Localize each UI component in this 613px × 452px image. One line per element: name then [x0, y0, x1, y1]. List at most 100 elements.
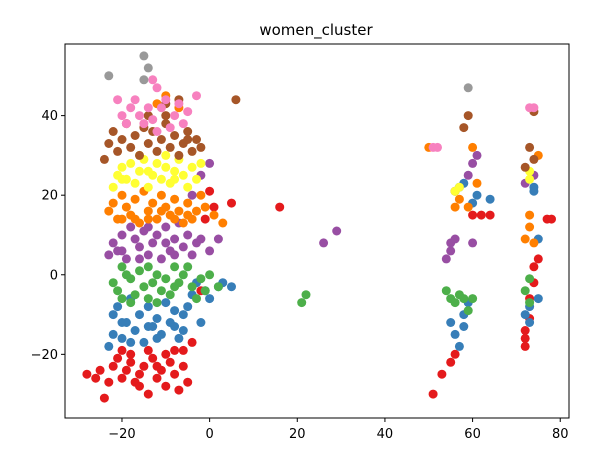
- data-point: [143, 139, 153, 148]
- data-point: [170, 194, 180, 204]
- data-point: [227, 198, 236, 208]
- data-point: [472, 178, 482, 188]
- data-point: [117, 190, 127, 200]
- data-point: [143, 345, 153, 355]
- data-point: [520, 234, 530, 244]
- data-point: [135, 381, 144, 391]
- data-point: [126, 222, 136, 232]
- data-point: [99, 154, 109, 164]
- data-point: [520, 162, 530, 172]
- data-point: [459, 322, 469, 331]
- data-point: [143, 262, 153, 272]
- data-point: [183, 127, 193, 136]
- data-point: [117, 174, 127, 184]
- data-point: [148, 238, 158, 248]
- data-point: [156, 174, 166, 184]
- data-point: [82, 369, 92, 379]
- data-point: [161, 162, 171, 172]
- data-point: [108, 329, 118, 339]
- data-point: [108, 361, 118, 371]
- data-point: [117, 162, 127, 172]
- data-point: [459, 294, 469, 304]
- data-point: [450, 234, 460, 244]
- data-point: [108, 278, 118, 288]
- y-axis: −20 0 20 40: [31, 109, 65, 363]
- data-point: [301, 290, 311, 300]
- data-point: [121, 254, 131, 264]
- data-point: [170, 345, 180, 355]
- data-point: [152, 158, 162, 168]
- data-point: [117, 318, 127, 327]
- data-point: [192, 91, 201, 101]
- x-tick-label: 60: [464, 427, 481, 442]
- data-point: [200, 202, 210, 212]
- data-point: [178, 119, 188, 129]
- data-point: [135, 166, 144, 176]
- data-point: [183, 198, 193, 208]
- data-point: [529, 262, 539, 272]
- data-point: [525, 210, 535, 220]
- data-point: [525, 274, 535, 284]
- data-point: [187, 162, 197, 172]
- data-point: [161, 238, 171, 248]
- y-tick-label: 0: [50, 268, 58, 283]
- data-point: [152, 270, 162, 280]
- data-point: [205, 186, 215, 196]
- data-point: [104, 377, 114, 387]
- data-point: [152, 214, 162, 224]
- data-point: [178, 326, 188, 335]
- data-point: [135, 242, 144, 252]
- x-tick-label: 20: [289, 427, 306, 442]
- data-point: [428, 389, 438, 399]
- data-point: [170, 111, 180, 121]
- chart-title: women_cluster: [259, 21, 373, 40]
- data-point: [165, 290, 175, 300]
- data-point: [117, 214, 127, 224]
- data-point: [139, 337, 149, 347]
- data-point: [126, 103, 136, 113]
- data-point: [205, 158, 215, 168]
- data-point: [161, 349, 171, 359]
- data-point: [135, 254, 144, 264]
- data-point: [525, 174, 535, 184]
- data-point: [170, 174, 180, 184]
- data-point: [178, 270, 188, 280]
- data-point: [468, 142, 478, 152]
- data-point: [91, 373, 101, 383]
- data-point: [130, 290, 140, 300]
- data-point: [463, 202, 473, 212]
- data-point: [183, 230, 193, 240]
- data-point: [95, 365, 105, 375]
- data-point: [156, 206, 166, 216]
- data-point: [135, 310, 144, 320]
- data-point: [161, 298, 171, 308]
- data-point: [200, 214, 210, 224]
- data-point: [297, 298, 307, 308]
- data-point: [450, 298, 460, 308]
- data-point: [192, 294, 201, 304]
- data-point: [143, 214, 153, 224]
- data-point: [152, 230, 162, 240]
- data-point: [187, 190, 197, 200]
- data-point: [126, 142, 136, 152]
- data-point: [437, 369, 447, 379]
- y-tick-label: 40: [41, 109, 58, 124]
- data-point: [529, 103, 539, 113]
- data-point: [143, 222, 153, 232]
- data-point: [104, 250, 114, 260]
- data-point: [143, 206, 153, 216]
- data-point: [148, 115, 158, 125]
- data-point: [533, 294, 543, 304]
- data-point: [117, 246, 127, 256]
- data-point: [126, 298, 136, 308]
- data-point: [205, 270, 215, 280]
- data-point: [196, 274, 206, 284]
- data-point: [525, 298, 535, 308]
- data-point: [446, 246, 456, 256]
- data-point: [165, 123, 175, 133]
- data-point: [161, 222, 171, 232]
- data-point: [525, 142, 535, 152]
- data-point: [200, 286, 210, 296]
- data-point: [192, 135, 201, 144]
- data-point: [183, 302, 193, 312]
